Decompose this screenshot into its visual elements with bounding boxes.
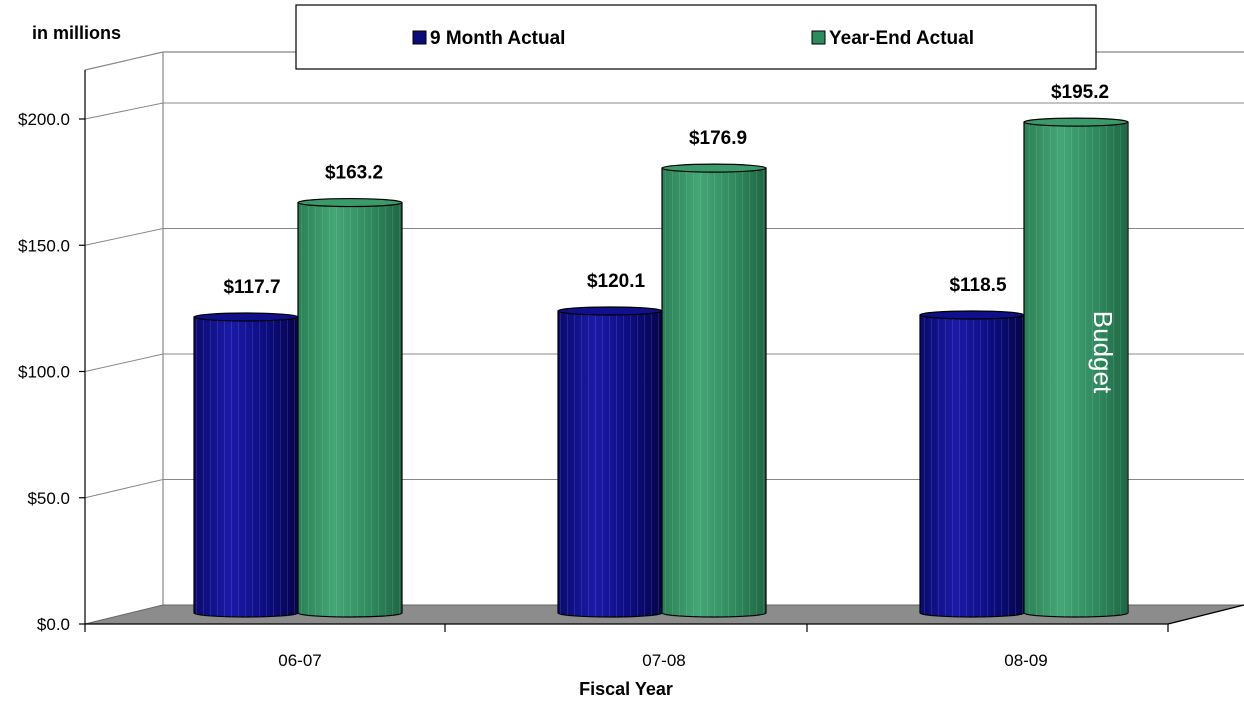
bar-texture	[662, 168, 766, 617]
y-tick-label: $150.0	[18, 236, 70, 255]
bar-year-end-actual-06-07	[297, 197, 403, 618]
unit-label: in millions	[32, 23, 121, 43]
gridline-side-100-0	[84, 353, 164, 372]
data-labels: $117.7 $163.2 $120.1 $176.9 $118.5 $195.2 Budg…	[223, 82, 1118, 394]
bar-top	[297, 197, 403, 208]
bar-texture	[298, 202, 402, 617]
legend-label-9-month-actual: 9 Month Actual	[430, 28, 565, 49]
x-axis-title: Fiscal Year	[579, 679, 673, 699]
bar-top	[661, 163, 767, 173]
y-tick-label: $200.0	[18, 110, 70, 129]
bar-top	[557, 306, 663, 316]
gridline-side-150-0	[84, 228, 164, 246]
bar-texture	[920, 314, 1024, 617]
bars	[193, 117, 1129, 618]
bar-9-month-actual-07-08	[557, 306, 663, 618]
bar-9-month-actual-08-09	[919, 310, 1025, 618]
bar-top	[1023, 117, 1129, 127]
gridline-side-200-0	[84, 102, 164, 120]
data-label: $195.2	[1051, 82, 1109, 103]
data-label: $163.2	[325, 163, 383, 184]
bar-texture	[194, 317, 298, 617]
legend-label-year-end-actual: Year-End Actual	[829, 28, 974, 49]
legend: 9 Month Actual Year-End Actual	[295, 4, 1097, 70]
legend-swatch-year-end-actual	[811, 30, 826, 45]
data-label: $117.7	[223, 277, 280, 298]
bar-top	[919, 310, 1025, 320]
y-tick-label: $100.0	[18, 363, 70, 382]
legend-swatch-9-month-actual	[412, 30, 427, 45]
gridline-side-50-0	[84, 479, 164, 499]
bar-year-end-actual-08-09	[1023, 117, 1129, 618]
data-label: $176.9	[689, 128, 747, 149]
bar-year-end-actual-07-08	[661, 163, 767, 618]
budget-annotation: Budget	[1088, 311, 1118, 394]
y-tick-label: $50.0	[27, 489, 70, 508]
data-label: $120.1	[587, 271, 646, 292]
data-label: $118.5	[949, 275, 1006, 296]
bar-9-month-actual-06-07	[193, 312, 299, 618]
x-axis-ticks: 06-07 07-08 08-09	[84, 624, 1169, 670]
x-tick-label: 06-07	[278, 651, 321, 670]
bar-texture	[1024, 122, 1128, 617]
side-wall-top-edge	[84, 51, 164, 71]
bar-texture	[558, 310, 662, 617]
y-axis-ticks: $0.0 $50.0 $100.0 $150.0 $200.0	[18, 110, 85, 634]
floor-right-edge	[1167, 604, 1244, 625]
bar-top	[193, 312, 299, 322]
y-tick-label: $0.0	[37, 615, 70, 634]
legend-box	[295, 4, 1097, 70]
x-tick-label: 08-09	[1004, 651, 1047, 670]
x-tick-label: 07-08	[642, 651, 685, 670]
